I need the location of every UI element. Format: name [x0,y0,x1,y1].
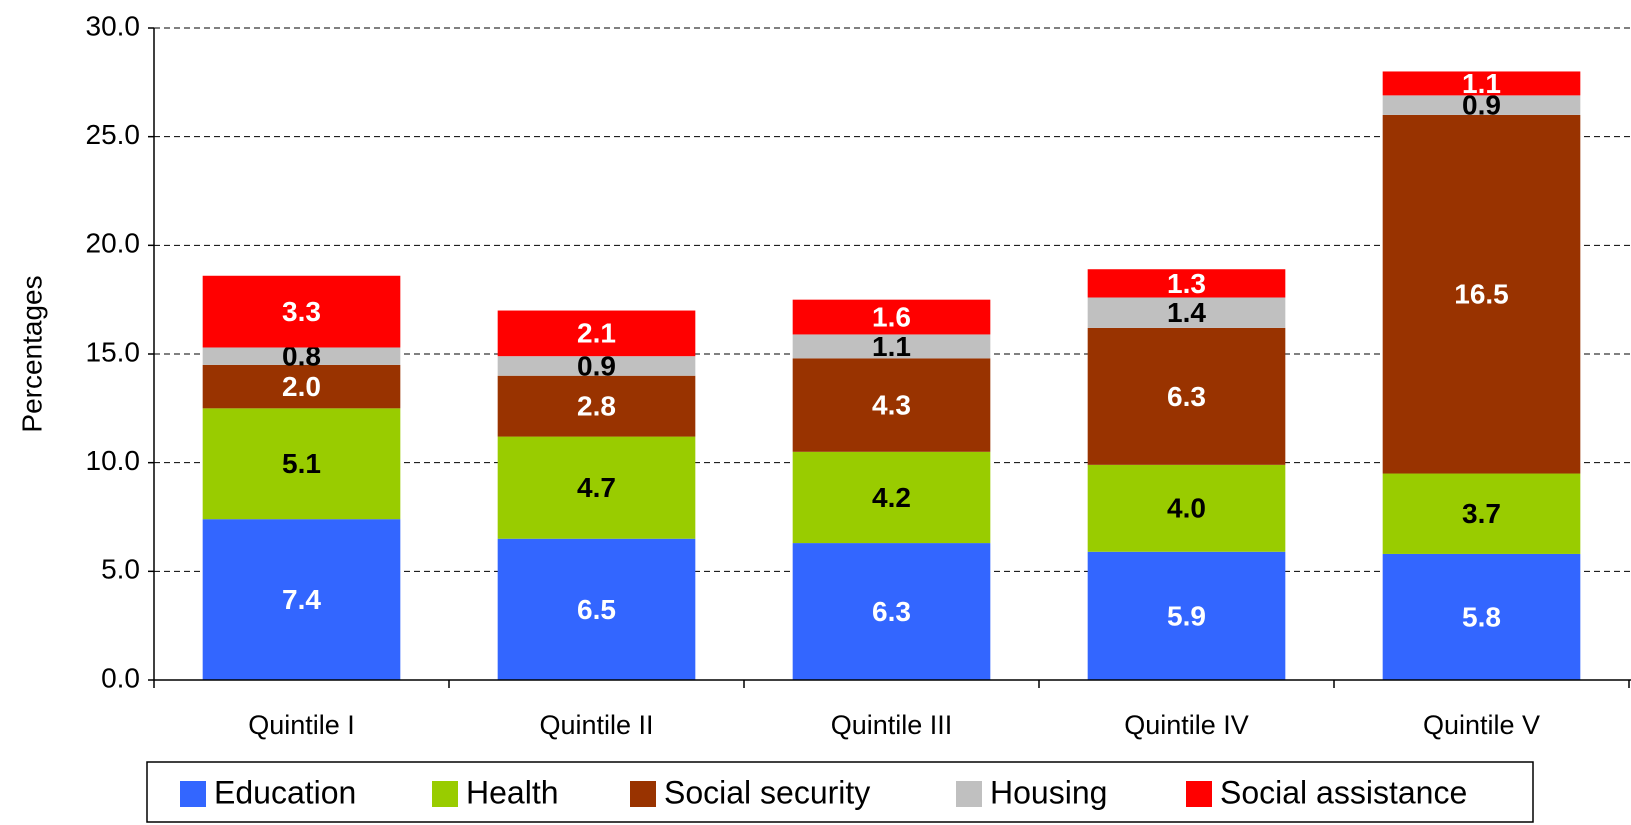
bar-segment [1087,464,1286,552]
y-tick-label: 20.0 [86,228,141,259]
y-tick-label: 30.0 [86,10,141,41]
x-tick-label: Quintile III [831,710,953,740]
bar-segment [792,543,991,680]
bar-segment [792,334,991,359]
value-label: 4.2 [872,482,911,513]
value-label: 6.5 [577,594,616,625]
legend-swatch [432,781,458,807]
bar-segment [792,299,991,335]
bar-segment [497,310,696,357]
value-label: 2.1 [577,318,616,349]
y-tick-label: 0.0 [101,662,140,693]
x-tick-label: Quintile II [539,710,653,740]
value-label: 4.0 [1167,493,1206,524]
legend-swatch [1186,781,1212,807]
bar-segment [1087,269,1286,298]
legend-swatch [956,781,982,807]
y-tick-label: 5.0 [101,554,140,585]
bar-segment [792,358,991,452]
value-label: 6.3 [1167,381,1206,412]
value-label: 2.0 [282,371,321,402]
legend-label: Education [214,774,356,810]
legend-label: Social security [664,774,870,810]
bar-segment [202,519,401,680]
value-label: 4.3 [872,389,911,420]
legend-swatch [180,781,206,807]
value-label: 3.7 [1462,498,1501,529]
x-tick-label: Quintile I [248,710,355,740]
bar-segment [1087,551,1286,680]
bar-segment [202,364,401,409]
bar-segment [202,275,401,348]
value-label: 16.5 [1454,279,1509,310]
y-tick-label: 15.0 [86,336,141,367]
value-label: 2.8 [577,391,616,422]
value-label: 1.3 [1167,268,1206,299]
bar-segment [1087,327,1286,465]
y-axis-label: Percentages [16,275,47,432]
bar-segment [1382,95,1581,115]
value-label: 1.4 [1167,297,1206,328]
value-label: 1.6 [872,301,911,332]
bar-segment [1382,553,1581,680]
legend-swatch [630,781,656,807]
bar-segment [792,451,991,544]
bar-segment [1087,297,1286,328]
value-label: 5.1 [282,448,321,479]
legend-box [146,761,1534,823]
bar-segment [497,375,696,437]
bar-segment [202,347,401,365]
y-tick-label: 25.0 [86,119,141,150]
bar-segment [497,356,696,376]
bar-segment [1382,114,1581,474]
bar-segment [1382,473,1581,554]
bar-segment [202,408,401,520]
legend-label: Housing [990,774,1107,810]
value-label: 7.4 [282,584,321,615]
x-tick-label: Quintile V [1423,710,1540,740]
legend-label: Social assistance [1220,774,1467,810]
x-tick-label: Quintile IV [1124,710,1249,740]
value-label: 1.1 [872,331,911,362]
value-label: 1.1 [1462,68,1501,99]
legend-label: Health [466,774,559,810]
bar-segment [1382,71,1581,96]
bar-segment [497,538,696,680]
value-label: 5.8 [1462,601,1501,632]
value-label: 4.7 [577,472,616,503]
value-label: 3.3 [282,296,321,327]
bar-segment [497,436,696,539]
value-label: 6.3 [872,596,911,627]
y-tick-label: 10.0 [86,445,141,476]
value-label: 5.9 [1167,600,1206,631]
